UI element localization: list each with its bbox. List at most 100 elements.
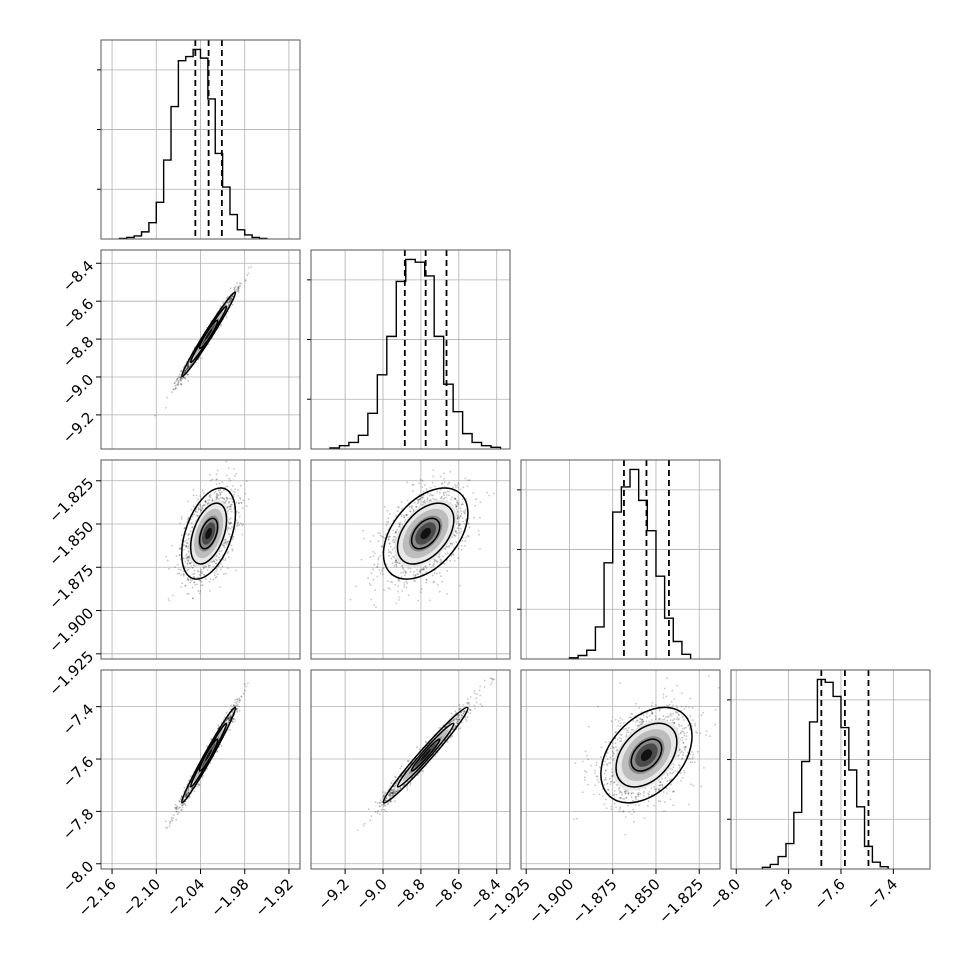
scatter-point: [218, 482, 221, 485]
scatter-point: [186, 373, 189, 376]
scatter-point: [360, 558, 363, 561]
scatter-point: [207, 343, 210, 345]
scatter-point: [228, 301, 231, 304]
scatter-point: [246, 274, 249, 277]
scatter-point: [184, 545, 187, 548]
scatter-point: [393, 541, 395, 544]
scatter-point: [197, 508, 200, 511]
scatter-point: [459, 523, 462, 526]
scatter-point: [180, 574, 183, 576]
scatter-point: [235, 472, 238, 475]
scatter-point: [250, 266, 253, 268]
axes-frame: [310, 249, 511, 450]
contour-line: [189, 305, 228, 364]
scatter-point: [196, 785, 199, 788]
scatter-point: [460, 548, 463, 551]
scatter-point: [180, 586, 183, 588]
scatter-point: [464, 510, 466, 512]
scatter-point: [174, 387, 177, 390]
scatter-point: [192, 488, 195, 491]
scatter-point: [237, 495, 240, 497]
scatter-point: [177, 383, 180, 386]
scatter-point: [395, 559, 397, 562]
scatter-point: [451, 542, 453, 544]
scatter-point: [184, 369, 187, 371]
scatter-point: [191, 586, 194, 589]
scatter-point: [228, 500, 231, 503]
scatter-point: [188, 365, 191, 368]
scatter-point: [176, 564, 179, 566]
scatter-point: [233, 721, 235, 723]
scatter-point: [463, 511, 466, 514]
scatter-point: [395, 565, 398, 568]
scatter-point: [421, 568, 424, 571]
scatter-point: [414, 501, 416, 504]
scatter-point: [182, 802, 185, 805]
panel-1-2: [310, 459, 511, 660]
scatter-point: [457, 486, 460, 489]
scatter-point: [436, 561, 438, 563]
scatter-point: [465, 518, 467, 521]
scatter-point: [197, 570, 200, 573]
scatter-point: [183, 787, 186, 789]
scatter-point: [240, 502, 243, 504]
scatter-point: [415, 505, 418, 508]
scatter-point: [229, 297, 232, 300]
scatter-point: [216, 469, 219, 472]
scatter-point: [405, 514, 408, 516]
scatter-point: [201, 570, 203, 573]
histogram-step: [568, 468, 692, 659]
scatter-point: [187, 568, 190, 571]
scatter-point: [187, 579, 190, 581]
scatter-point: [176, 383, 179, 385]
scatter-point: [227, 527, 230, 529]
scatter-point: [203, 574, 206, 576]
scatter-point: [228, 497, 231, 500]
scatter-point: [432, 494, 435, 497]
scatter-point: [187, 792, 190, 794]
scatter-point: [233, 717, 235, 720]
scatter-point: [238, 524, 241, 527]
scatter-point: [447, 483, 449, 485]
scatter-point: [179, 375, 182, 378]
scatter-point: [193, 581, 196, 583]
scatter-point: [208, 473, 211, 476]
scatter-point: [391, 562, 394, 564]
scatter-point: [184, 378, 187, 380]
scatter-point: [186, 562, 189, 565]
scatter-point: [441, 580, 443, 583]
scatter-point: [407, 567, 410, 570]
scatter-point: [230, 522, 233, 524]
scatter-point: [192, 597, 194, 599]
scatter-point: [187, 592, 190, 595]
scatter-point: [455, 501, 458, 504]
scatter-point: [379, 572, 382, 574]
scatter-point: [417, 501, 420, 503]
scatter-point: [454, 497, 456, 500]
scatter-point: [438, 556, 441, 559]
scatter-point: [239, 497, 242, 500]
scatter-point: [434, 498, 436, 501]
scatter-point: [208, 566, 210, 569]
scatter-point: [492, 492, 495, 495]
scatter-point: [416, 573, 419, 575]
scatter-point: [203, 567, 205, 570]
scatter-point: [184, 371, 186, 374]
scatter-point: [213, 571, 216, 574]
scatter-point: [442, 492, 445, 495]
scatter-point: [235, 702, 238, 705]
scatter-point: [229, 717, 232, 720]
scatter-point: [438, 572, 441, 574]
scatter-point: [186, 542, 189, 545]
scatter-point: [225, 711, 228, 714]
scatter-point: [199, 590, 202, 592]
scatter-point: [189, 578, 192, 581]
scatter-point: [405, 514, 408, 517]
scatter-point: [234, 528, 237, 531]
scatter-point: [467, 534, 469, 537]
scatter-point: [198, 576, 201, 579]
scatter-point: [403, 586, 406, 588]
scatter-point: [229, 517, 232, 520]
plot-area: [349, 469, 495, 609]
scatter-point: [389, 587, 391, 590]
